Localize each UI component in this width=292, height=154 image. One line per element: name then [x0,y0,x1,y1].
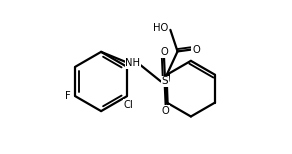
Text: O: O [160,47,168,57]
Text: Cl: Cl [124,100,133,110]
Text: NH: NH [126,58,140,68]
Polygon shape [164,74,169,81]
Text: HO: HO [153,23,168,33]
Text: F: F [65,91,71,101]
Text: O: O [192,45,200,55]
Text: O: O [162,106,170,116]
Text: S: S [161,77,168,87]
